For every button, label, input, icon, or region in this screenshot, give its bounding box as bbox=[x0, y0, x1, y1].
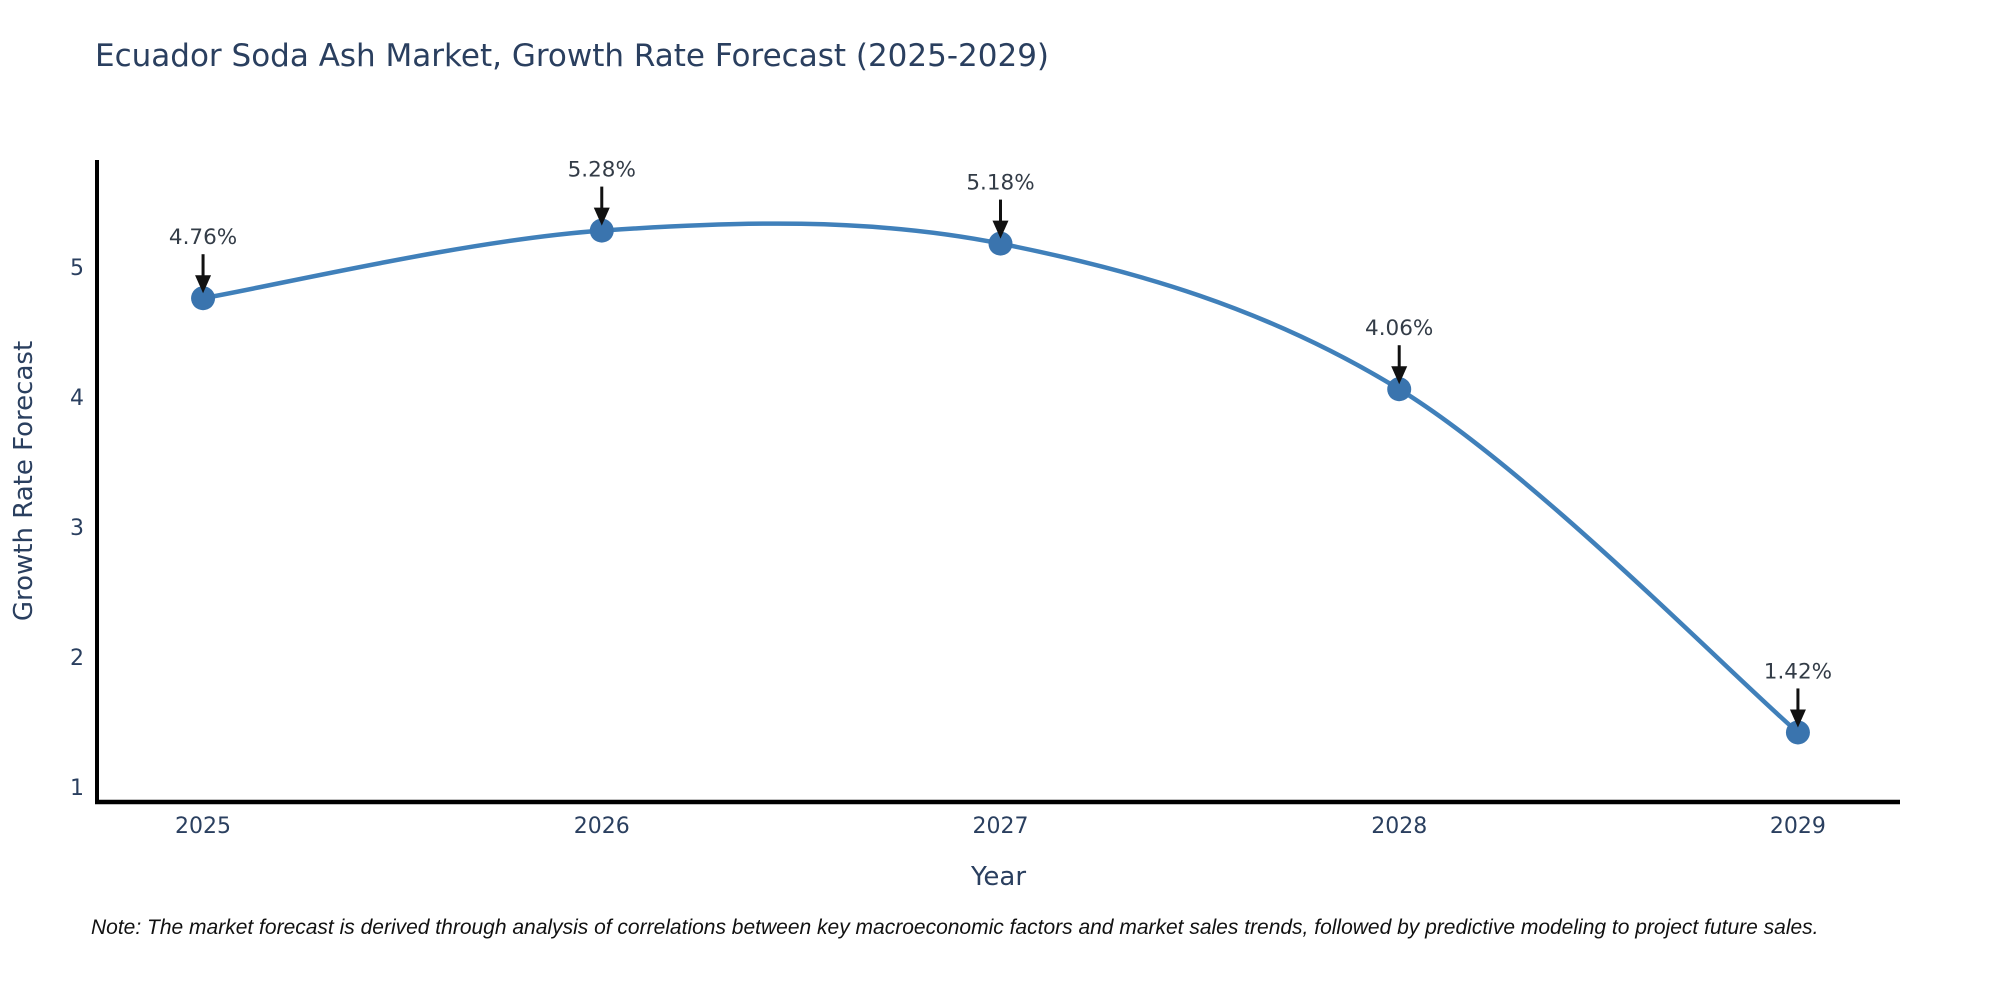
chart-title: Ecuador Soda Ash Market, Growth Rate For… bbox=[95, 38, 1050, 74]
data-point-marker[interactable] bbox=[988, 231, 1013, 256]
y-tick-label: 4 bbox=[70, 386, 84, 411]
annotation-arrowhead bbox=[1789, 709, 1806, 728]
annotation-label: 1.42% bbox=[1764, 659, 1832, 684]
annotation-arrowhead bbox=[992, 220, 1009, 239]
y-tick-label: 3 bbox=[70, 516, 84, 541]
data-point-marker[interactable] bbox=[589, 218, 614, 243]
annotation-arrowhead bbox=[593, 207, 610, 226]
x-axis-title: Year bbox=[970, 862, 1026, 892]
data-point-marker[interactable] bbox=[1785, 720, 1810, 745]
data-point-marker[interactable] bbox=[1387, 377, 1412, 402]
x-tick-label: 2026 bbox=[574, 814, 630, 839]
data-point-marker[interactable] bbox=[191, 286, 216, 311]
annotation-label: 4.06% bbox=[1365, 316, 1433, 341]
y-axis-title: Growth Rate Forecast bbox=[9, 341, 39, 621]
y-tick-label: 1 bbox=[70, 776, 84, 801]
x-tick-label: 2025 bbox=[175, 814, 231, 839]
annotation-label: 5.18% bbox=[966, 171, 1034, 196]
annotation-label: 4.76% bbox=[169, 225, 237, 250]
x-tick-label: 2029 bbox=[1770, 814, 1826, 839]
annotation-arrowhead bbox=[1391, 366, 1408, 385]
x-tick-label: 2027 bbox=[972, 814, 1028, 839]
y-tick-label: 5 bbox=[70, 256, 84, 281]
plot-area[interactable] bbox=[97, 160, 1900, 802]
x-tick-label: 2028 bbox=[1371, 814, 1427, 839]
annotation-arrowhead bbox=[195, 275, 212, 294]
footnote: Note: The market forecast is derived thr… bbox=[91, 916, 1819, 939]
annotation-label: 5.28% bbox=[568, 158, 636, 183]
y-tick-label: 2 bbox=[70, 646, 84, 671]
